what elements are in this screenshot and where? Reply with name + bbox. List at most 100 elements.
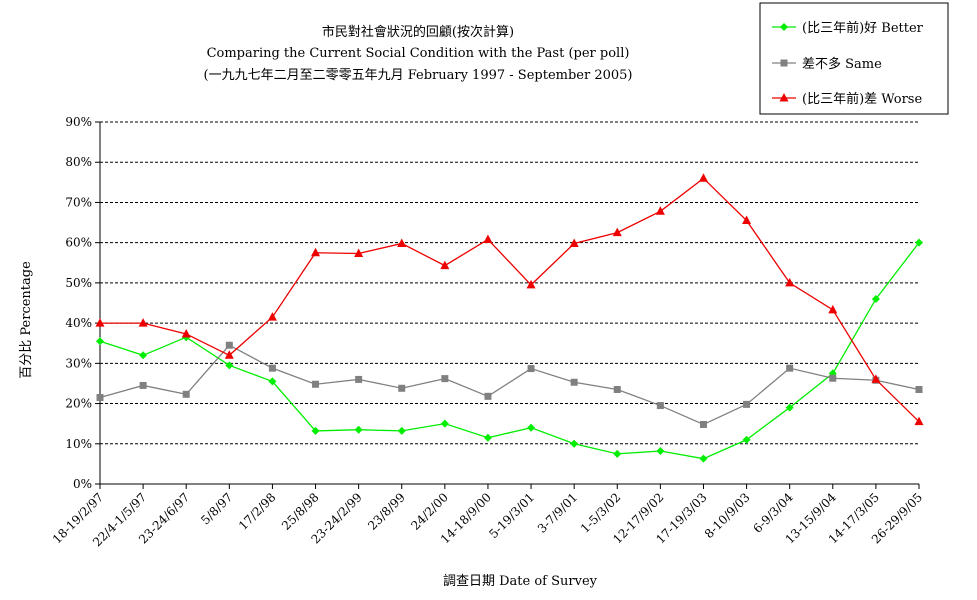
data-point xyxy=(699,454,708,463)
legend-label: (比三年前)差 Worse xyxy=(802,91,922,107)
x-tick-label: 5/8/97 xyxy=(198,490,235,527)
data-point xyxy=(224,350,234,359)
data-point xyxy=(96,337,104,346)
data-point xyxy=(311,247,321,257)
data-point xyxy=(914,416,924,426)
series-triangle xyxy=(95,173,924,426)
data-point xyxy=(354,425,363,434)
data-point xyxy=(225,341,233,349)
data-point xyxy=(871,374,881,383)
axes xyxy=(95,121,920,489)
data-point xyxy=(441,375,449,383)
legend-box xyxy=(759,2,949,115)
data-point xyxy=(656,402,664,410)
y-tick-label: 10% xyxy=(65,437,92,451)
data-point xyxy=(311,426,320,435)
series-line xyxy=(100,177,920,423)
y-tick-label: 90% xyxy=(65,115,92,129)
data-point xyxy=(655,206,665,215)
x-axis-title: 調查日期 Date of Survey xyxy=(443,574,598,589)
data-point xyxy=(743,400,751,408)
y-tick-labels: 0% 10% 20% 30% 40% 50% 60% 70% 80% 90% xyxy=(65,115,92,491)
data-point xyxy=(828,304,838,314)
data-point xyxy=(355,375,363,383)
data-point xyxy=(398,384,406,392)
legend-marker xyxy=(780,59,788,67)
chart-subtitle-period: (一九九七年二月至二零零五年九月 February 1997 - Septemb… xyxy=(204,68,633,83)
data-point xyxy=(483,234,493,243)
legend: (比三年前)好 Better 差不多 Same (比三年前)差 Worse xyxy=(759,2,949,115)
data-point xyxy=(742,435,751,444)
x-tick-label: 25/8/98 xyxy=(279,490,322,533)
data-point xyxy=(871,294,880,303)
legend-marker xyxy=(779,93,789,102)
legend-label: 差不多 Same xyxy=(802,56,882,72)
y-tick-label: 70% xyxy=(65,195,92,209)
data-point xyxy=(181,328,191,338)
y-tick-label: 40% xyxy=(65,316,92,330)
series-line xyxy=(99,242,920,460)
data-point xyxy=(527,423,536,432)
data-point xyxy=(312,380,320,388)
data-point xyxy=(915,238,923,247)
data-point xyxy=(785,277,795,287)
data-series xyxy=(95,173,924,463)
x-tick-label: 5-19/3/01 xyxy=(486,490,537,541)
data-point xyxy=(484,392,492,400)
data-point xyxy=(569,238,579,247)
y-tick-label: 50% xyxy=(65,276,92,290)
data-point xyxy=(570,439,579,448)
data-point xyxy=(397,238,407,247)
data-point xyxy=(268,377,277,386)
legend-label: (比三年前)好 Better xyxy=(802,20,924,36)
data-point xyxy=(182,390,190,398)
data-point xyxy=(785,403,794,412)
data-point xyxy=(612,227,622,237)
data-point xyxy=(570,378,578,386)
y-axis-title: 百分比 Percentage xyxy=(19,261,34,379)
x-tick-label: 23/8/99 xyxy=(365,490,408,533)
series-square xyxy=(96,341,923,428)
y-tick-label: 20% xyxy=(65,397,92,411)
y-tick-label: 30% xyxy=(65,356,92,370)
data-point xyxy=(138,318,148,327)
data-point xyxy=(656,447,665,456)
x-tick-label: 3-7/9/01 xyxy=(535,490,580,535)
chart-subtitle: Comparing the Current Social Condition w… xyxy=(207,46,630,61)
data-point xyxy=(354,248,364,258)
data-point xyxy=(742,215,752,225)
data-point xyxy=(95,318,105,327)
data-point xyxy=(397,426,406,435)
legend-marker xyxy=(780,23,788,31)
data-point xyxy=(139,351,148,360)
series-line xyxy=(99,344,920,426)
data-point xyxy=(139,381,147,389)
chart-title: 市民對社會狀況的回顧(按次計算) xyxy=(322,24,514,40)
data-point xyxy=(526,279,536,289)
data-point xyxy=(613,385,621,393)
data-point xyxy=(786,364,794,372)
data-point xyxy=(915,385,923,393)
data-point xyxy=(527,365,535,373)
data-point xyxy=(483,433,492,442)
data-point xyxy=(96,394,104,402)
data-point xyxy=(699,420,707,428)
x-tick-label: 17/2/98 xyxy=(236,490,279,533)
data-point xyxy=(440,260,450,270)
data-point xyxy=(829,374,837,382)
series-diamond xyxy=(96,238,923,463)
data-point xyxy=(268,364,276,372)
y-tick-label: 0% xyxy=(73,477,92,491)
data-point xyxy=(225,361,234,370)
y-tick-label: 60% xyxy=(65,236,92,250)
x-tick-label: 24/2/00 xyxy=(408,490,451,533)
x-tick-label: 8-10/9/03 xyxy=(702,490,753,541)
data-point xyxy=(440,419,449,428)
data-point xyxy=(613,449,622,458)
data-point xyxy=(267,312,277,321)
y-tick-label: 80% xyxy=(65,155,92,169)
gridlines xyxy=(100,121,919,445)
data-point xyxy=(698,173,708,182)
